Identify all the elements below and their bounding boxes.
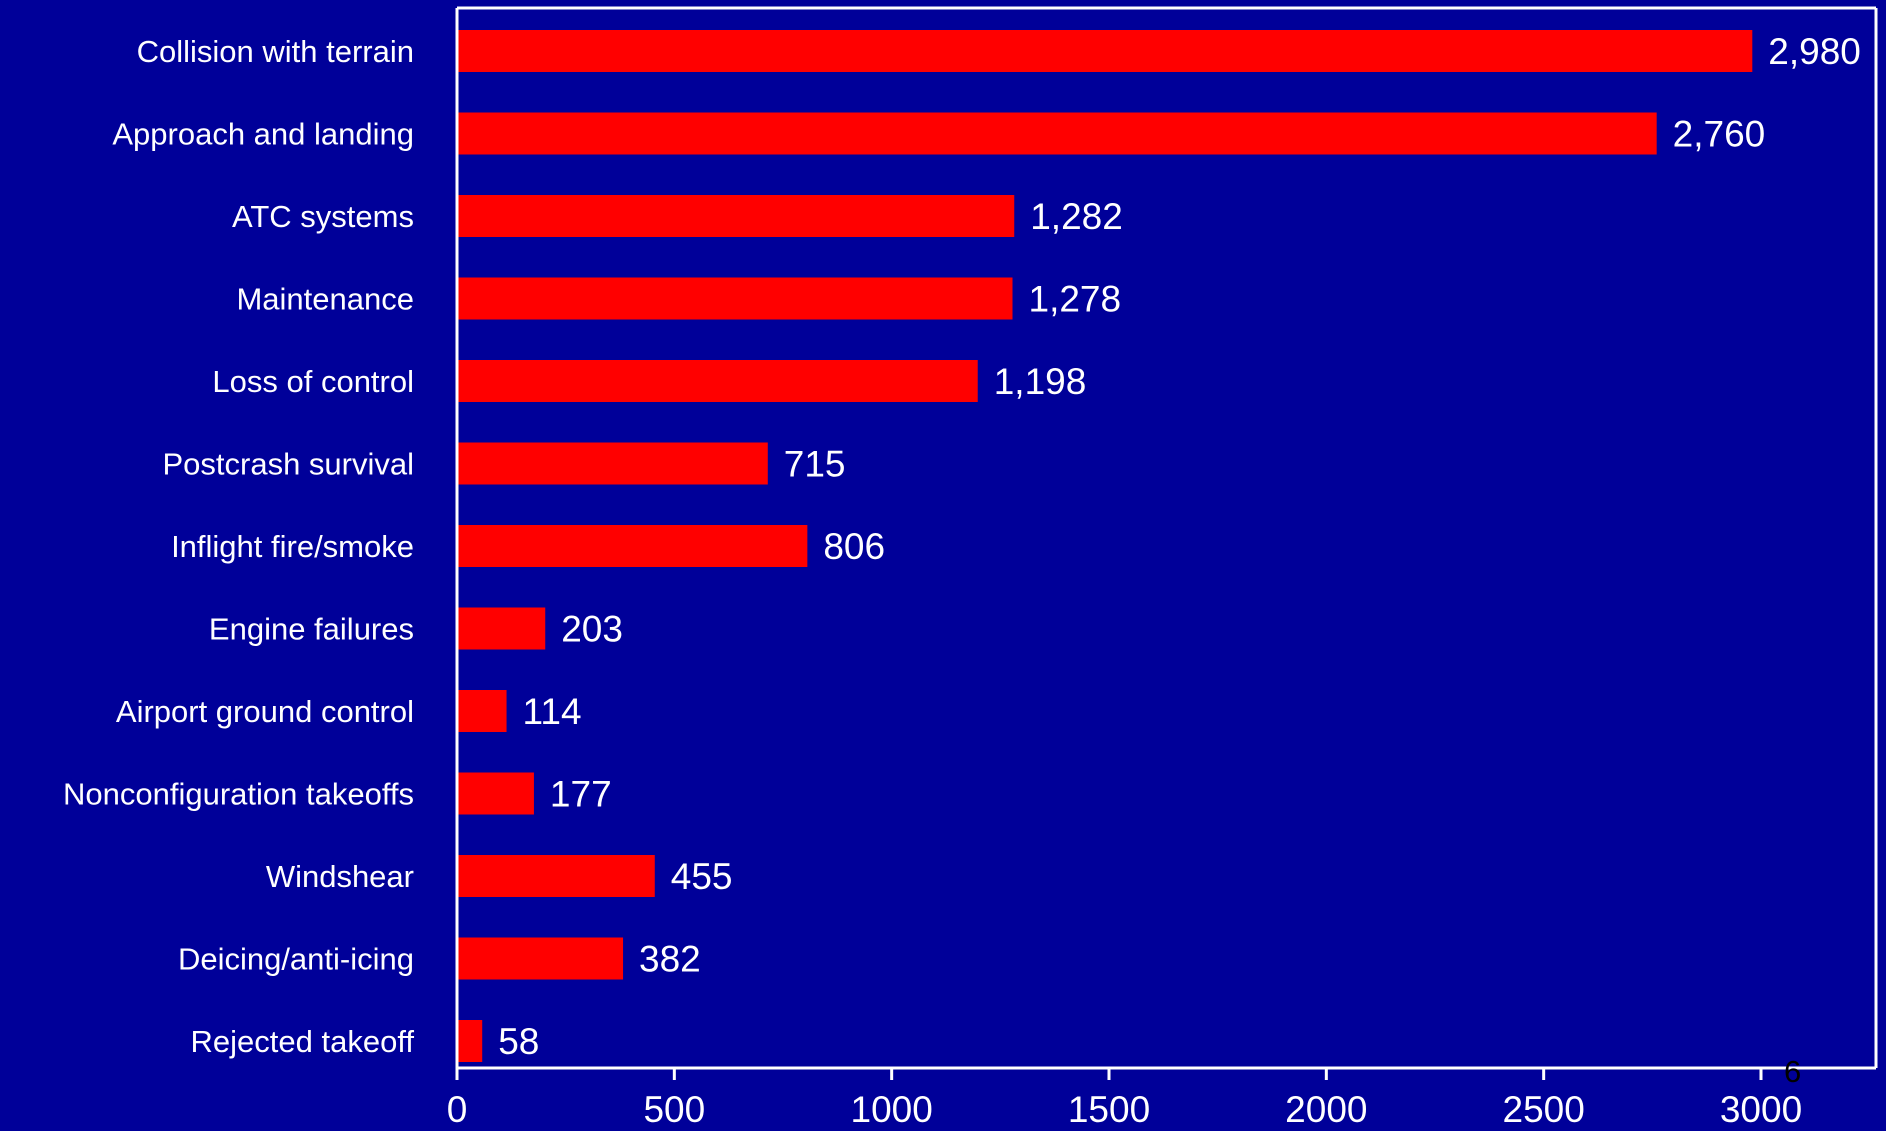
bar-atc-systems [457,195,1015,237]
bar-nonconfiguration-takeoffs [457,772,534,815]
value-label-windshear: 455 [671,856,733,897]
value-label-collision-with-terrain: 2,980 [1768,31,1861,72]
x-tick-label-1000: 1000 [851,1089,933,1130]
bar-approach-and-landing [457,112,1657,155]
bar-airport-ground-control [457,690,507,732]
value-label-engine-failures: 203 [561,609,623,650]
x-tick-label-2000: 2000 [1285,1089,1367,1130]
category-label-airport-ground-control: Airport ground control [116,694,414,729]
value-label-airport-ground-control: 114 [523,691,582,732]
bar-engine-failures [457,607,546,650]
bar-maintenance [457,277,1013,320]
x-ticks: 0 500 1000 1500 2000 2500 3000 [447,1068,1802,1130]
category-labels: Collision with terrain Approach and landi… [63,34,414,1059]
value-label-loss-of-control: 1,198 [994,361,1087,402]
category-label-inflight-fire-smoke: Inflight fire/smoke [171,529,414,564]
page-number: 6 [1784,1054,1801,1089]
value-label-atc-systems: 1,282 [1030,196,1123,237]
category-label-atc-systems: ATC systems [232,199,414,234]
value-label-deicing-anti-icing: 382 [639,939,701,980]
value-labels: 2,980 2,760 1,282 1,278 1,198 715 806 203 114 177… [498,31,1861,1062]
category-label-windshear: Windshear [266,859,414,894]
bar-rejected-takeoff [457,1020,483,1062]
category-label-collision-with-terrain: Collision with terrain [137,34,414,69]
category-label-nonconfiguration-takeoffs: Nonconfiguration takeoffs [63,777,414,812]
category-label-postcrash-survival: Postcrash survival [162,447,414,482]
x-tick-label-0: 0 [447,1089,468,1130]
value-label-maintenance: 1,278 [1029,279,1122,320]
value-label-rejected-takeoff: 58 [498,1021,539,1062]
bar-windshear [457,855,655,897]
category-label-engine-failures: Engine failures [209,612,414,647]
bars-group [457,30,1753,1062]
category-label-approach-and-landing: Approach and landing [112,117,414,152]
category-label-deicing-anti-icing: Deicing/anti-icing [178,942,414,977]
value-label-inflight-fire-smoke: 806 [823,526,885,567]
x-tick-label-500: 500 [643,1089,705,1130]
bar-postcrash-survival [457,442,768,485]
axes [455,6,1878,1070]
bar-inflight-fire-smoke [457,525,808,567]
category-label-rejected-takeoff: Rejected takeoff [191,1024,415,1059]
bar-deicing-anti-icing [457,937,624,980]
category-label-loss-of-control: Loss of control [212,364,414,399]
x-tick-label-1500: 1500 [1068,1089,1150,1130]
bar-collision-with-terrain [457,30,1753,72]
x-tick-label-3000: 3000 [1720,1089,1802,1130]
value-label-approach-and-landing: 2,760 [1673,114,1766,155]
x-tick-label-2500: 2500 [1503,1089,1585,1130]
value-label-nonconfiguration-takeoffs: 177 [550,774,612,815]
value-label-postcrash-survival: 715 [784,444,846,485]
bar-loss-of-control [457,360,978,402]
category-label-maintenance: Maintenance [236,282,414,317]
